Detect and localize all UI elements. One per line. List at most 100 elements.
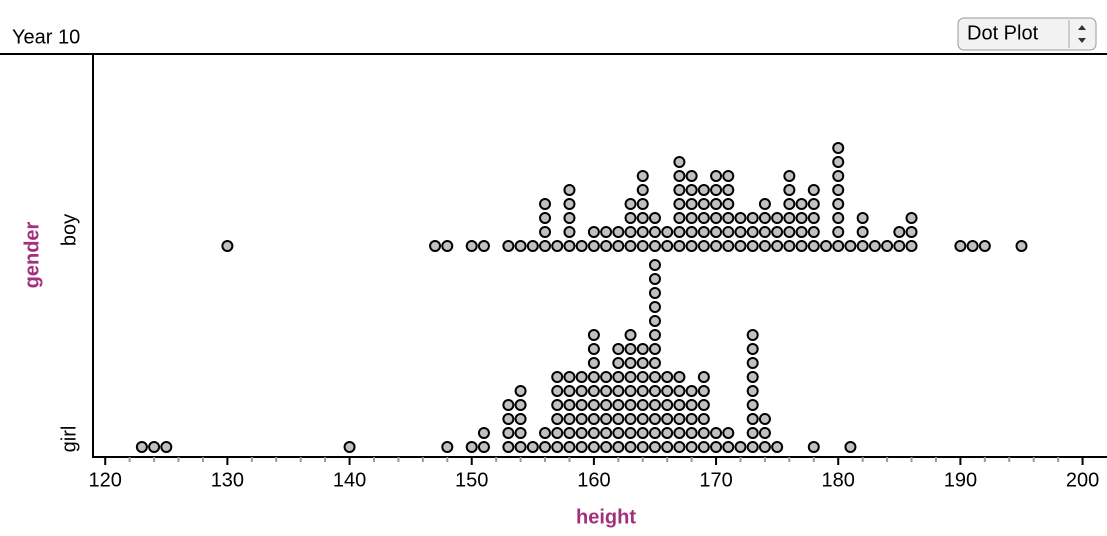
- dot: [746, 212, 759, 224]
- dot: [563, 371, 576, 383]
- y-axis-title: gender: [21, 221, 43, 288]
- dot: [624, 240, 637, 252]
- dot: [648, 357, 661, 369]
- dot: [514, 441, 527, 453]
- dot: [661, 413, 674, 425]
- dot: [587, 441, 600, 453]
- x-tick-label: 180: [822, 469, 855, 491]
- dot: [722, 441, 735, 453]
- dot: [612, 399, 625, 411]
- dot: [636, 441, 649, 453]
- dot: [551, 399, 564, 411]
- dot: [722, 170, 735, 182]
- dot: [600, 427, 613, 439]
- dot: [648, 343, 661, 355]
- dot: [612, 343, 625, 355]
- dot: [539, 212, 552, 224]
- dot: [624, 226, 637, 238]
- dot: [807, 198, 820, 210]
- dot: [587, 427, 600, 439]
- dot: [746, 441, 759, 453]
- category-label: boy: [58, 214, 80, 246]
- dot: [612, 226, 625, 238]
- dot: [868, 240, 881, 252]
- dot: [624, 385, 637, 397]
- dot: [514, 413, 527, 425]
- dot: [624, 198, 637, 210]
- dot: [746, 240, 759, 252]
- dot: [783, 240, 796, 252]
- dot: [575, 240, 588, 252]
- dot: [685, 385, 698, 397]
- dot: [563, 240, 576, 252]
- dot: [563, 441, 576, 453]
- dot: [685, 399, 698, 411]
- dot: [746, 413, 759, 425]
- dot: [697, 226, 710, 238]
- dot: [648, 385, 661, 397]
- dot: [600, 399, 613, 411]
- dot: [795, 198, 808, 210]
- dot: [563, 385, 576, 397]
- dot: [648, 259, 661, 271]
- dot: [673, 170, 686, 182]
- dot: [575, 427, 588, 439]
- dot: [746, 357, 759, 369]
- dot: [563, 226, 576, 238]
- menu-box[interactable]: [957, 17, 1097, 51]
- dot: [661, 441, 674, 453]
- dot: [722, 427, 735, 439]
- dot: [636, 184, 649, 196]
- dot: [832, 184, 845, 196]
- dot: [881, 240, 894, 252]
- dot: [636, 198, 649, 210]
- dot: [514, 385, 527, 397]
- dot: [685, 170, 698, 182]
- plot-menu[interactable]: Dot Plot: [957, 17, 1097, 51]
- dot: [697, 198, 710, 210]
- dot: [343, 441, 356, 453]
- dot: [905, 240, 918, 252]
- dot: [710, 226, 723, 238]
- dot: [758, 441, 771, 453]
- dot: [673, 441, 686, 453]
- dot: [710, 184, 723, 196]
- dot: [624, 329, 637, 341]
- dot: [587, 357, 600, 369]
- dot: [624, 441, 637, 453]
- dot: [587, 343, 600, 355]
- dot: [661, 399, 674, 411]
- dot: [795, 212, 808, 224]
- dot: [697, 212, 710, 224]
- dot: [624, 343, 637, 355]
- dot: [477, 240, 490, 252]
- dot: [1015, 240, 1028, 252]
- dot: [685, 226, 698, 238]
- dot: [648, 427, 661, 439]
- dot: [795, 226, 808, 238]
- dot: [636, 357, 649, 369]
- dot: [612, 371, 625, 383]
- dot: [734, 212, 747, 224]
- dot: [575, 385, 588, 397]
- dot: [600, 413, 613, 425]
- dot: [600, 371, 613, 383]
- dot: [722, 240, 735, 252]
- dot: [624, 399, 637, 411]
- menu-label[interactable]: Dot Plot: [967, 22, 1039, 44]
- dot: [783, 198, 796, 210]
- dot: [600, 441, 613, 453]
- dot: [722, 198, 735, 210]
- dot: [856, 226, 869, 238]
- x-tick-label: 190: [944, 469, 977, 491]
- dot: [771, 240, 784, 252]
- x-tick-label: 160: [577, 469, 610, 491]
- dot: [648, 301, 661, 313]
- dot: [697, 399, 710, 411]
- dot: [636, 427, 649, 439]
- dot: [771, 226, 784, 238]
- dot: [685, 198, 698, 210]
- dot: [758, 198, 771, 210]
- dot: [844, 240, 857, 252]
